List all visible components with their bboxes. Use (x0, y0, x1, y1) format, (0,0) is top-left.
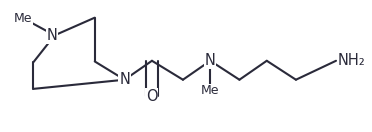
Text: NH₂: NH₂ (338, 53, 366, 68)
Text: Me: Me (14, 12, 32, 25)
Text: N: N (46, 28, 58, 43)
Text: O: O (146, 89, 158, 103)
Text: Me: Me (201, 84, 219, 97)
Text: N: N (205, 53, 216, 68)
Text: N: N (119, 72, 130, 87)
